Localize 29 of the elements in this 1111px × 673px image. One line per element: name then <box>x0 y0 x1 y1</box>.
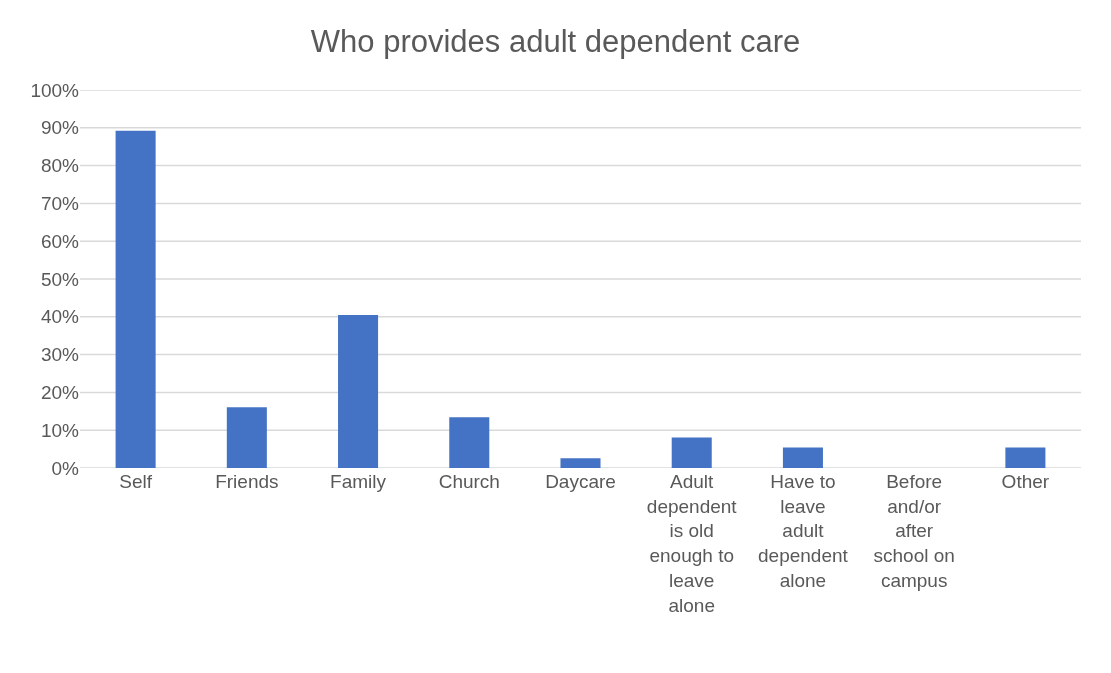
x-tick-label: Daycare <box>545 471 616 492</box>
y-tick-label: 80% <box>40 155 80 177</box>
bar <box>338 314 379 468</box>
y-tick-label: 50% <box>40 268 80 290</box>
y-tick-label: 30% <box>40 344 80 366</box>
bar <box>1005 447 1046 468</box>
y-tick-label: 0% <box>51 457 80 479</box>
bar <box>782 447 823 468</box>
y-tick-label: 10% <box>40 419 80 441</box>
y-tick-label: 70% <box>40 193 80 215</box>
y-tick-label: 20% <box>40 382 80 404</box>
x-tick-label: Self <box>119 471 153 492</box>
bar <box>115 130 156 468</box>
y-tick-label: 90% <box>40 117 80 139</box>
y-tick-label: 60% <box>40 230 80 252</box>
x-tick-label: Before and/or after school on campus <box>873 471 955 591</box>
bar <box>449 417 490 468</box>
chart-title: Who provides adult dependent care <box>310 23 801 59</box>
x-tick-label: Family <box>330 471 387 492</box>
bar <box>671 437 712 468</box>
bar <box>226 407 267 468</box>
bar <box>560 458 601 468</box>
x-tick-label: Friends <box>215 471 279 492</box>
x-tick-label: Church <box>438 471 500 492</box>
x-tick-label: Adult dependent is old enough to leave alone <box>646 471 738 616</box>
x-tick-label: Other <box>1001 471 1050 492</box>
x-tick-label: Have to leave adult dependent alone <box>758 471 849 591</box>
y-tick-label: 40% <box>40 306 80 328</box>
y-tick-label: 100% <box>30 79 80 101</box>
